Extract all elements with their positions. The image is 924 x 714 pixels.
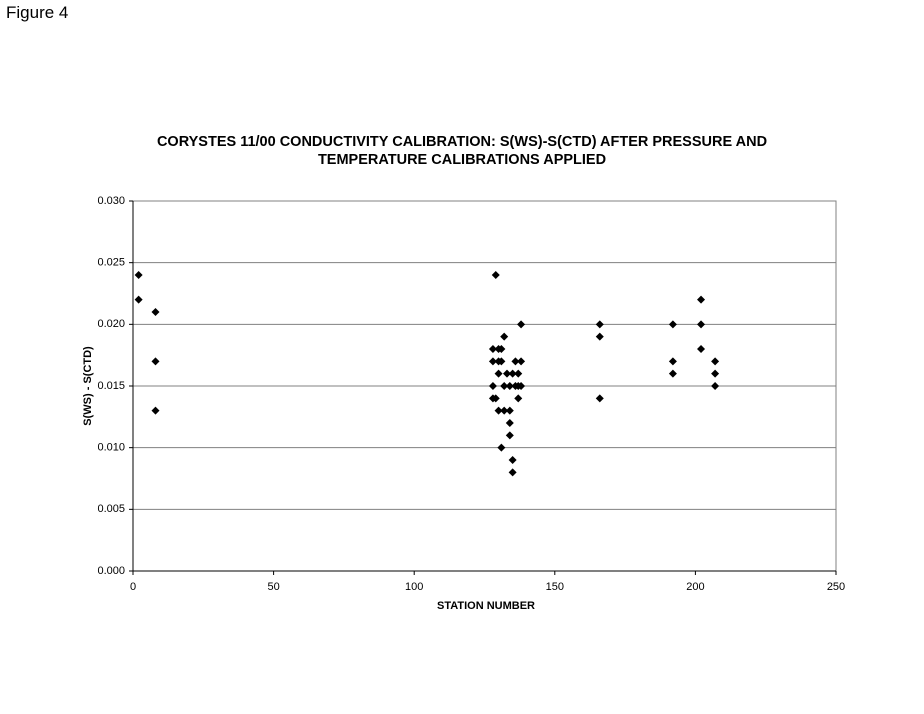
point [500,406,509,415]
point [497,357,506,366]
point [508,468,517,477]
point [505,382,514,390]
point [488,382,497,390]
point [595,320,604,329]
x-axis-label: STATION NUMBER [437,600,535,612]
point [711,357,720,366]
point [514,369,523,378]
y-tick-label: 0.020 [97,318,125,330]
y-axis-label: S(WS) - S(CTD) [82,346,94,426]
point [595,394,604,403]
y-tick-label: 0.000 [97,565,125,577]
point [511,357,520,366]
y-tick-label: 0.030 [97,195,125,207]
x-tick-label: 150 [546,581,564,593]
point [151,308,160,316]
point [497,345,506,353]
point [505,406,514,415]
point [595,332,604,341]
point [508,369,517,378]
x-tick-label: 50 [267,581,279,593]
y-tick-label: 0.005 [97,503,125,515]
point [134,295,143,304]
point [502,369,511,378]
point [494,406,503,415]
point [711,369,720,378]
point [488,357,497,366]
point [668,320,677,329]
point [488,345,497,353]
point [697,295,706,304]
point [491,394,500,403]
point [668,357,677,366]
x-tick-label: 250 [827,581,845,593]
point [517,357,526,366]
point [505,419,514,427]
point [514,394,523,403]
point [500,382,509,390]
point [668,369,677,378]
point [505,431,514,440]
x-tick-label: 100 [405,581,423,593]
y-tick-label: 0.010 [97,442,125,454]
point [517,320,526,329]
point [151,406,160,415]
x-tick-label: 200 [686,581,704,593]
chart-title: CORYSTES 11/00 CONDUCTIVITY CALIBRATION:… [156,134,768,168]
y-tick-label: 0.025 [97,257,125,269]
point [508,456,517,464]
y-tick-label: 0.015 [97,380,125,392]
point [491,271,500,279]
x-tick-label: 0 [130,581,136,593]
point [134,271,143,279]
figure-label: Figure 4 [6,3,69,22]
point [517,382,526,390]
point [494,369,503,378]
point [697,345,706,353]
point [497,443,506,452]
point [151,357,160,366]
point [500,332,509,341]
point [697,320,706,329]
point [711,382,720,390]
